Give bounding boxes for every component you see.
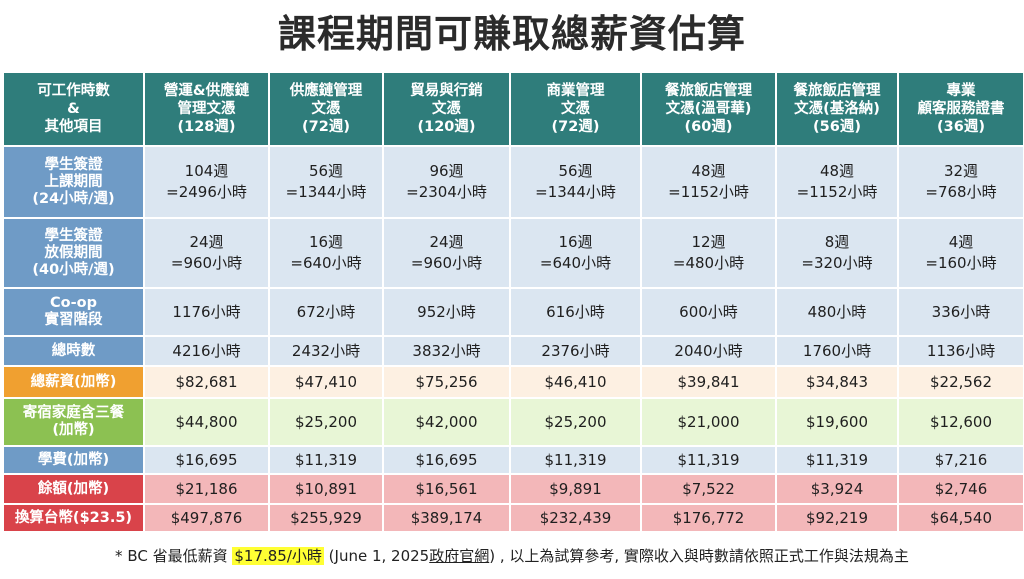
- table-cell: 8週 =320小時: [775, 217, 899, 289]
- table-row-total-hours: 總時數 4216小時 2432小時 3832小時 2376小時 2040小時 1…: [2, 335, 1024, 367]
- table-cell: $3,924: [775, 473, 899, 505]
- table-row-study-hours: 學生簽證 上課期間 (24小時/週) 104週 =2496小時 56週 =1344小…: [2, 145, 1024, 219]
- table-cell: $22,562: [897, 365, 1024, 399]
- table-cell: $16,561: [382, 473, 511, 505]
- table-cell: 1176小時: [143, 287, 270, 337]
- table-cell: 616小時: [509, 287, 642, 337]
- table-row-balance: 餘額(加幣) $21,186 $10,891 $16,561 $9,891 $7…: [2, 473, 1024, 505]
- table-cell: $9,891: [509, 473, 642, 505]
- table-cell: $11,319: [640, 445, 777, 475]
- row-label: 學生簽證 放假期間 (40小時/週): [2, 217, 145, 289]
- page-title: 課程期間可賺取總薪資估算: [277, 12, 746, 56]
- table-cell: $47,410: [268, 365, 384, 399]
- row-label: 換算台幣($23.5): [2, 503, 145, 533]
- table-cell: 56週 =1344小時: [509, 145, 642, 219]
- column-header-business-mgmt: 商業管理 文憑 (72週): [509, 71, 642, 147]
- table-cell: 56週 =1344小時: [268, 145, 384, 219]
- table-cell: $7,522: [640, 473, 777, 505]
- table-cell: 16週 =640小時: [509, 217, 642, 289]
- table-cell: 672小時: [268, 287, 384, 337]
- table-cell: $64,540: [897, 503, 1024, 533]
- table-cell: $21,186: [143, 473, 270, 505]
- header-row: 可工作時數 & 其他項目 營運&供應鏈 管理文憑 (128週) 供應鏈管理 文憑…: [2, 71, 1024, 147]
- table-cell: 1760小時: [775, 335, 899, 367]
- table-row-twd: 換算台幣($23.5) $497,876 $255,929 $389,174 $…: [2, 503, 1024, 533]
- table-cell: $19,600: [775, 397, 899, 447]
- row-label: 總薪資(加幣): [2, 365, 145, 399]
- table-cell: $16,695: [143, 445, 270, 475]
- table-cell: 48週 =1152小時: [640, 145, 777, 219]
- table-cell: $21,000: [640, 397, 777, 447]
- row-label: 學費(加幣): [2, 445, 145, 475]
- salary-table: 可工作時數 & 其他項目 營運&供應鏈 管理文憑 (128週) 供應鏈管理 文憑…: [2, 71, 1024, 533]
- column-header-trade-marketing: 貿易與行銷 文憑 (120週): [382, 71, 511, 147]
- table-cell: $44,800: [143, 397, 270, 447]
- footnote-suffix: ) , 以上為試算參考, 實際收入與時數請依照正式工作與法規為主: [489, 547, 909, 565]
- column-header-hospitality-vancouver: 餐旅飯店管理 文憑(溫哥華) (60週): [640, 71, 777, 147]
- table-cell: $34,843: [775, 365, 899, 399]
- table-row-total-salary: 總薪資(加幣) $82,681 $47,410 $75,256 $46,410 …: [2, 365, 1024, 399]
- table-cell: $42,000: [382, 397, 511, 447]
- table-cell: 3832小時: [382, 335, 511, 367]
- table-cell: 24週 =960小時: [143, 217, 270, 289]
- table-cell: $255,929: [268, 503, 384, 533]
- table-cell: $11,319: [268, 445, 384, 475]
- table-cell: $176,772: [640, 503, 777, 533]
- table-cell: $25,200: [268, 397, 384, 447]
- table-cell: $497,876: [143, 503, 270, 533]
- table-cell: $232,439: [509, 503, 642, 533]
- table-cell: $75,256: [382, 365, 511, 399]
- row-label: 學生簽證 上課期間 (24小時/週): [2, 145, 145, 219]
- table-cell: 336小時: [897, 287, 1024, 337]
- column-header-hospitality-kelowna: 餐旅飯店管理 文憑(基洛納) (56週): [775, 71, 899, 147]
- table-cell: 4週 =160小時: [897, 217, 1024, 289]
- table-cell: 16週 =640小時: [268, 217, 384, 289]
- table-cell: 600小時: [640, 287, 777, 337]
- table-cell: $389,174: [382, 503, 511, 533]
- table-cell: 4216小時: [143, 335, 270, 367]
- table-cell: $10,891: [268, 473, 384, 505]
- table-cell: 1136小時: [897, 335, 1024, 367]
- table-cell: $11,319: [775, 445, 899, 475]
- table-cell: 2432小時: [268, 335, 384, 367]
- table-cell: 32週 =768小時: [897, 145, 1024, 219]
- row-label: 餘額(加幣): [2, 473, 145, 505]
- footnote-prefix: * BC 省最低薪資: [115, 547, 233, 565]
- table-cell: 104週 =2496小時: [143, 145, 270, 219]
- column-header-supply-chain: 供應鏈管理 文憑 (72週): [268, 71, 384, 147]
- header-corner: 可工作時數 & 其他項目: [2, 71, 145, 147]
- table-cell: 48週 =1152小時: [775, 145, 899, 219]
- column-header-ops-supply-chain: 營運&供應鏈 管理文憑 (128週): [143, 71, 270, 147]
- table-cell: $12,600: [897, 397, 1024, 447]
- table-cell: 952小時: [382, 287, 511, 337]
- table-cell: $16,695: [382, 445, 511, 475]
- column-header-customer-service: 專業 顧客服務證書 (36週): [897, 71, 1024, 147]
- table-cell: $39,841: [640, 365, 777, 399]
- table-cell: $82,681: [143, 365, 270, 399]
- table-cell: $25,200: [509, 397, 642, 447]
- row-label: 總時數: [2, 335, 145, 367]
- min-wage-highlight: $17.85/小時: [232, 547, 324, 565]
- table-cell: 12週 =480小時: [640, 217, 777, 289]
- table-cell: 24週 =960小時: [382, 217, 511, 289]
- table-row-homestay: 寄宿家庭含三餐 (加幣) $44,800 $25,200 $42,000 $25…: [2, 397, 1024, 447]
- gov-website-link[interactable]: 政府官網: [429, 547, 490, 565]
- table-cell: 480小時: [775, 287, 899, 337]
- table-cell: 96週 =2304小時: [382, 145, 511, 219]
- row-label: Co-op 實習階段: [2, 287, 145, 337]
- table-cell: 2376小時: [509, 335, 642, 367]
- footnote: * BC 省最低薪資 $17.85/小時 (June 1, 2025政府官網) …: [0, 541, 1024, 571]
- table-row-tuition: 學費(加幣) $16,695 $11,319 $16,695 $11,319 $…: [2, 445, 1024, 475]
- row-label: 寄宿家庭含三餐 (加幣): [2, 397, 145, 447]
- footnote-middle: (June 1, 2025: [323, 547, 430, 565]
- table-cell: 2040小時: [640, 335, 777, 367]
- table-cell: $2,746: [897, 473, 1024, 505]
- table-row-break-hours: 學生簽證 放假期間 (40小時/週) 24週 =960小時 16週 =640小時 2…: [2, 217, 1024, 289]
- table-cell: $7,216: [897, 445, 1024, 475]
- table-cell: $11,319: [509, 445, 642, 475]
- table-cell: $92,219: [775, 503, 899, 533]
- table-cell: $46,410: [509, 365, 642, 399]
- table-row-coop: Co-op 實習階段 1176小時 672小時 952小時 616小時 600小…: [2, 287, 1024, 337]
